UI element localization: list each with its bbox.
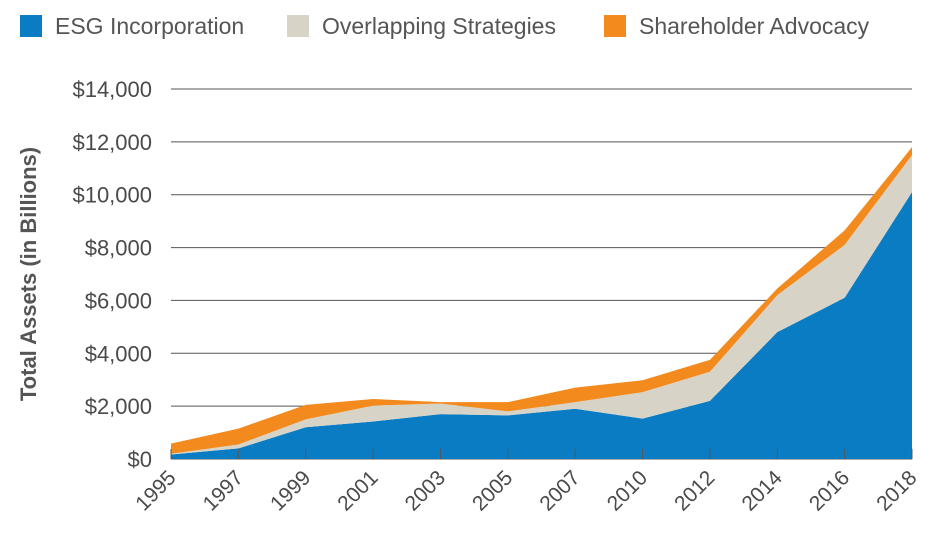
x-tick-label: 2016 <box>805 466 854 515</box>
legend-label-advocacy: Shareholder Advocacy <box>639 13 870 39</box>
x-tick-label: 2010 <box>603 466 652 515</box>
y-tick-label: $14,000 <box>72 77 152 102</box>
x-tick-label: 2001 <box>333 466 382 515</box>
legend: ESG Incorporation Overlapping Strategies… <box>20 13 870 39</box>
y-tick-label: $6,000 <box>85 288 152 313</box>
x-tick-label: 2007 <box>535 466 584 515</box>
x-tick-label: 2018 <box>872 466 921 515</box>
y-tick-label: $10,000 <box>72 183 152 208</box>
y-tick-labels: $0 $2,000 $4,000 $6,000 $8,000 $10,000 $12,000… <box>72 77 152 472</box>
y-tick-label: $12,000 <box>72 130 152 155</box>
x-tick-labels: 1995 1997 1999 2001 2003 2005 2007 2010 2012 2014… <box>131 466 921 516</box>
x-tick-label: 2003 <box>401 466 450 515</box>
y-tick-label: $4,000 <box>85 341 152 366</box>
plot-areas <box>171 147 912 460</box>
gridlines <box>171 88 912 460</box>
x-tick-label: 2005 <box>468 466 517 515</box>
x-tick-label: 1995 <box>131 466 180 515</box>
area-esg-incorporation <box>171 192 912 460</box>
x-tick-label: 1997 <box>199 466 248 515</box>
x-tick-label: 2012 <box>670 466 719 515</box>
x-tick-marks <box>170 449 913 459</box>
legend-swatch-advocacy <box>604 15 626 37</box>
y-tick-label: $2,000 <box>85 394 152 419</box>
y-axis-label: Total Assets (in Billions) <box>16 147 41 401</box>
x-tick-label: 1999 <box>266 466 315 515</box>
area-overlapping-strategies <box>171 155 912 455</box>
legend-label-esg: ESG Incorporation <box>55 13 244 39</box>
legend-swatch-overlapping <box>287 15 309 37</box>
x-tick-label: 2014 <box>738 466 788 516</box>
y-tick-label: $0 <box>128 447 152 472</box>
legend-swatch-esg <box>20 15 42 37</box>
y-tick-label: $8,000 <box>85 236 152 261</box>
legend-label-overlapping: Overlapping Strategies <box>322 13 556 39</box>
